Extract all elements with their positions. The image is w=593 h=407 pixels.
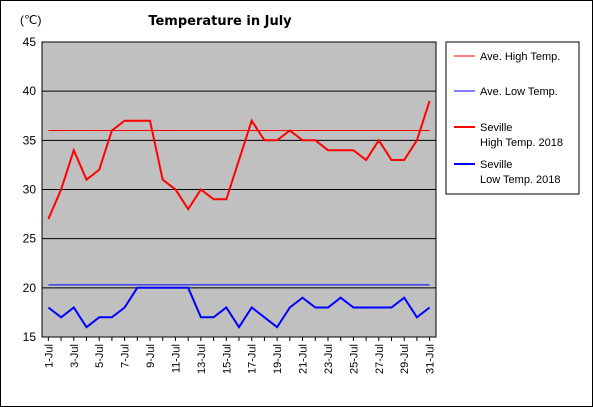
- x-axis-ticks: 1-Jul 3-Jul 5-Jul 7-Jul 9-Jul 11-Jul 13-Jul 15-…: [43, 337, 437, 374]
- x-tick-label: 3-Jul: [69, 344, 81, 368]
- legend-label: Seville Low Temp. 2018: [480, 159, 561, 186]
- x-tick-label: 23-Jul: [323, 344, 335, 374]
- x-tick-label: 21-Jul: [298, 344, 310, 374]
- x-tick-label: 15-Jul: [221, 344, 233, 374]
- x-tick-label: 19-Jul: [272, 344, 284, 374]
- legend-label: Ave. Low Temp.: [480, 86, 558, 98]
- x-tick-label: 11-Jul: [170, 344, 182, 373]
- chart-title: Temperature in July: [148, 14, 292, 29]
- x-tick-label: 5-Jul: [94, 344, 106, 368]
- y-tick-label: 25: [23, 232, 37, 246]
- x-tick-label: 9-Jul: [145, 344, 157, 368]
- series-line-3: [47, 286, 431, 330]
- x-tick-label: 29-Jul: [399, 344, 411, 374]
- x-tick-label: 17-Jul: [247, 344, 259, 374]
- y-tick-label: 15: [23, 330, 37, 344]
- legend-label: Ave. High Temp.: [480, 51, 560, 63]
- y-tick-label: 20: [23, 281, 37, 295]
- x-tick-label: 31-Jul: [425, 344, 437, 374]
- x-tick-label: 1-Jul: [43, 344, 55, 368]
- legend-label: Seville High Temp. 2018: [480, 122, 563, 149]
- legend-entries: Ave. High Temp. Ave. Low Temp. Seville High…: [454, 51, 563, 186]
- series-lines: [47, 100, 431, 330]
- x-tick-label: 13-Jul: [196, 344, 208, 374]
- legend: [445, 41, 580, 195]
- y-tick-label: 45: [23, 35, 37, 49]
- y-axis-ticks: 15 20 25 30 35 40 45: [23, 35, 37, 344]
- y-tick-label: 30: [23, 183, 37, 197]
- series-line-2: [47, 100, 431, 220]
- y-tick-label: 40: [23, 84, 37, 98]
- gridlines: [42, 90, 436, 289]
- x-tick-label: 7-Jul: [120, 344, 132, 368]
- y-tick-label: 35: [23, 133, 37, 147]
- y-unit-label: (℃): [20, 13, 42, 27]
- x-tick-label: 27-Jul: [374, 344, 386, 374]
- x-tick-label: 25-Jul: [348, 344, 360, 374]
